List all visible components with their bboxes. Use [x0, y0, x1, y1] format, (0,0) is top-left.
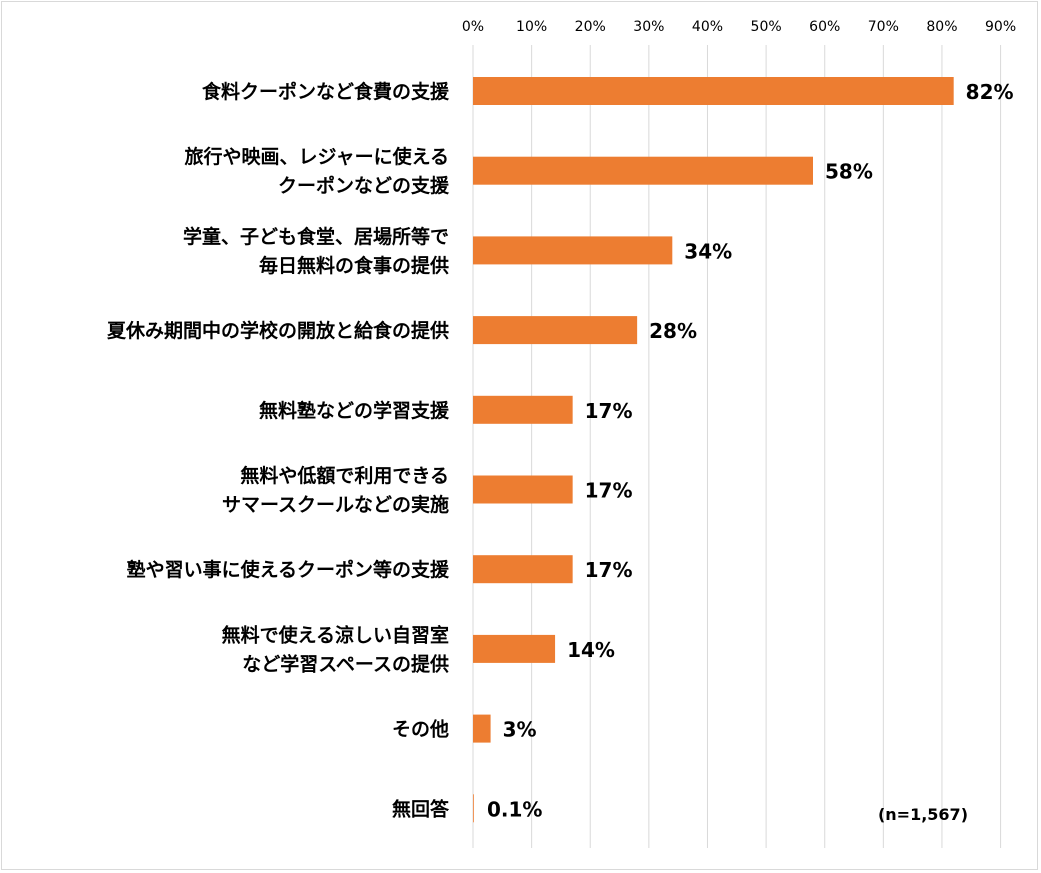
category-label: 無料塾などの学習支援: [259, 399, 450, 422]
sample-size-note: (n=1,567): [878, 805, 968, 824]
x-tick-label: 90%: [985, 19, 1016, 35]
data-label: 14%: [567, 638, 615, 662]
x-tick-label: 40%: [692, 19, 723, 35]
bar: [473, 156, 813, 185]
x-tick-label: 80%: [926, 19, 957, 35]
data-label: 34%: [684, 239, 732, 263]
data-label: 17%: [585, 479, 633, 503]
bar: [473, 794, 474, 823]
category-label: 旅行や映画、レジャーに使える: [185, 145, 449, 168]
bar: [473, 714, 491, 743]
category-label: 無回答: [392, 797, 450, 820]
category-label: サマースクールなどの実施: [222, 493, 449, 516]
bar: [473, 555, 573, 584]
data-label: 58%: [825, 160, 873, 184]
x-tick-label: 50%: [751, 19, 782, 35]
data-label: 0.1%: [487, 797, 542, 821]
x-tick-label: 20%: [575, 19, 606, 35]
bar: [473, 395, 573, 424]
category-label: 無料で使える涼しい自習室: [222, 623, 449, 646]
category-label: 学童、子ども食堂、居場所等で: [183, 225, 449, 248]
bar: [473, 316, 638, 345]
category-label: など学習スペースの提供: [242, 652, 449, 675]
bar: [473, 634, 556, 663]
category-label: 食料クーポンなど食費の支援: [202, 80, 450, 103]
data-label: 17%: [585, 399, 633, 423]
data-label: 3%: [503, 718, 537, 742]
category-label: クーポンなどの支援: [278, 174, 450, 197]
x-tick-label: 10%: [516, 19, 547, 35]
x-tick-label: 0%: [462, 19, 484, 35]
data-label: 17%: [585, 558, 633, 582]
x-tick-label: 60%: [809, 19, 840, 35]
data-label: 28%: [649, 319, 697, 343]
x-tick-label: 30%: [633, 19, 664, 35]
bar: [473, 77, 954, 105]
x-tick-label: 70%: [868, 19, 899, 35]
data-label: 82%: [966, 80, 1014, 104]
category-label: 塾や習い事に使えるクーポン等の支援: [127, 558, 450, 581]
bar: [473, 475, 573, 504]
category-label: その他: [392, 718, 449, 741]
bar: [473, 236, 673, 265]
category-label: 夏休み期間中の学校の開放と給食の提供: [107, 319, 449, 342]
category-label: 無料や低額で利用できる: [240, 464, 449, 487]
category-label: 毎日無料の食事の提供: [259, 254, 449, 277]
